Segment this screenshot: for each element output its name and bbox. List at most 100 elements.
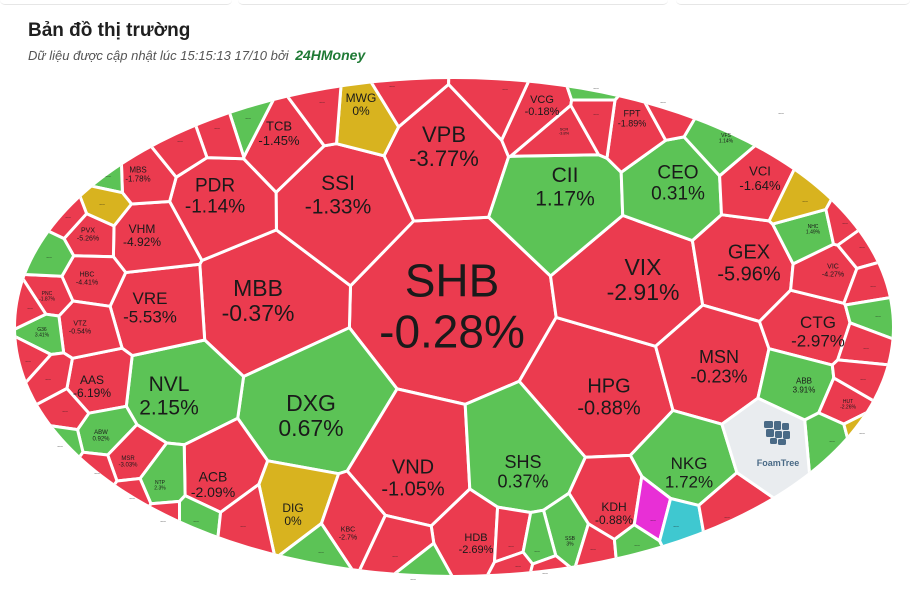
more-label: ... (829, 437, 835, 444)
minor-cell[interactable] (556, 60, 639, 102)
ticker-label: VTZ (73, 321, 87, 328)
ticker-label: MBB (233, 275, 283, 301)
change-label: -3.03% (118, 463, 138, 469)
minor-cell[interactable] (0, 60, 124, 195)
ticker-label: PNC (42, 291, 53, 297)
change-label: 3.41% (35, 333, 50, 339)
change-label: 0.67% (278, 415, 343, 441)
more-label: ... (870, 282, 876, 289)
minor-cell[interactable] (0, 108, 89, 241)
ticker-label: VFS (721, 133, 731, 139)
change-label: -1.89% (618, 118, 647, 128)
more-label: ... (410, 575, 416, 582)
change-label: -1.33% (305, 195, 372, 218)
change-label: -4.41% (76, 279, 98, 286)
minor-cell[interactable] (824, 109, 910, 247)
change-label: -3.77% (409, 146, 479, 171)
minor-cell[interactable] (178, 494, 223, 593)
minor-cell[interactable] (0, 418, 85, 568)
minor-cell[interactable] (569, 98, 617, 160)
minor-cell[interactable] (724, 60, 910, 155)
change-label: -0.28% (379, 305, 525, 357)
change-label: 1.17% (535, 187, 595, 210)
more-label: ... (502, 85, 508, 92)
update-info: Dữ liệu được cập nhật lúc 15:15:13 17/10… (28, 47, 365, 63)
ticker-label: FPT (624, 108, 642, 118)
more-label: ... (62, 407, 68, 414)
minor-cell[interactable] (83, 499, 181, 593)
more-label: ... (160, 517, 166, 524)
ticker-label: VPB (422, 122, 466, 147)
minor-cell[interactable] (262, 522, 359, 593)
more-label: ... (673, 522, 679, 529)
change-label: -2.7% (339, 534, 357, 541)
more-label: ... (27, 304, 33, 311)
change-label: -5.53% (123, 308, 177, 327)
change-label: -2.91% (607, 279, 680, 305)
minor-cell[interactable] (842, 403, 910, 593)
ticker-label: MSR (121, 456, 135, 462)
more-label: ... (46, 253, 52, 260)
ticker-label: ABW (94, 430, 108, 436)
ticker-label: SHS (504, 452, 541, 472)
change-label: 0% (284, 514, 302, 528)
ticker-label: NTP (155, 480, 166, 486)
more-label: ... (515, 562, 521, 569)
more-label: ... (240, 522, 246, 529)
ticker-label: NHC (808, 224, 819, 230)
change-label: -2.26% (840, 405, 856, 411)
more-label: ... (318, 548, 324, 555)
more-label: ... (508, 542, 514, 549)
ticker-label: HPG (587, 375, 630, 397)
more-label: ... (593, 110, 599, 117)
ticker-label: TCB (266, 119, 292, 134)
ticker-label: CII (552, 164, 579, 187)
ticker-label: PDR (195, 176, 235, 197)
more-label: ... (534, 547, 540, 554)
more-label: ... (634, 541, 640, 548)
change-label: -5.26% (77, 235, 99, 242)
change-label: -2.97% (791, 332, 845, 351)
change-label: -1.64% (739, 178, 781, 193)
foamtree-logo-icon (764, 421, 790, 445)
change-label: 0% (352, 104, 370, 118)
change-label: -4.92% (123, 235, 161, 249)
minor-cell[interactable] (803, 411, 891, 593)
change-label: -4.27% (822, 271, 844, 278)
ticker-label: VRE (133, 289, 168, 308)
more-label: ... (392, 552, 398, 559)
more-label: ... (214, 124, 220, 131)
ticker-label: VCI (749, 164, 771, 179)
change-label: 0.92% (92, 437, 110, 443)
change-label: -1.78% (125, 174, 150, 183)
more-label: ... (94, 469, 100, 476)
more-label: ... (778, 109, 784, 116)
ticker-label: PVX (81, 228, 95, 235)
change-label: 1.49% (806, 230, 821, 236)
more-label: ... (57, 442, 63, 449)
more-label: ... (245, 114, 251, 121)
change-label: 2.15% (139, 396, 199, 419)
more-label: ... (193, 517, 199, 524)
ticker-label: GEX (728, 241, 770, 263)
ticker-label: VCG (530, 94, 554, 106)
ticker-label: HDB (464, 532, 487, 544)
ticker-label: SCR (560, 126, 569, 131)
ticker-label: ABB (796, 377, 812, 386)
more-label: ... (25, 357, 31, 364)
minor-cell[interactable] (0, 265, 48, 335)
change-label: 3% (566, 542, 574, 548)
change-label: -1.14% (185, 196, 245, 217)
more-label: ... (99, 200, 105, 207)
change-label: -0.88% (577, 397, 641, 419)
more-label: ... (593, 84, 599, 91)
ticker-label: G36 (37, 327, 47, 333)
change-label: 2.3% (154, 486, 166, 492)
more-label: ... (45, 375, 51, 382)
brand-name[interactable]: 24HMoney (295, 47, 366, 63)
more-label: ... (590, 545, 596, 552)
minor-cell[interactable] (368, 541, 463, 593)
more-label: ... (875, 312, 881, 319)
more-label: ... (859, 429, 865, 436)
